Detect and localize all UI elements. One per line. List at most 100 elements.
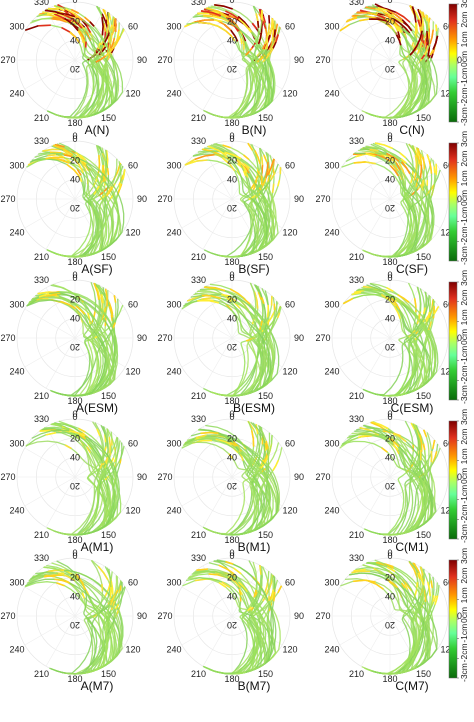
- residual-segment: [228, 14, 238, 20]
- residual-segment: [433, 166, 436, 174]
- residual-segment: [359, 18, 370, 22]
- azimuth-tick-label: 330: [34, 0, 49, 7]
- azimuth-spoke: [181, 615, 233, 646]
- elevation-inner-label: 20: [385, 64, 395, 74]
- track-line: [82, 283, 116, 397]
- track-line: [353, 568, 419, 675]
- residual-segment: [49, 14, 68, 22]
- colorbar-tick-label: 1cm: [459, 31, 469, 47]
- residual-segment: [86, 25, 92, 33]
- residual-segment: [386, 578, 398, 589]
- residual-segment: [225, 560, 234, 565]
- elevation-tick-label: 20: [385, 155, 395, 165]
- skyplot-panel: 060901201501802102402703003300204020C(SF…: [315, 131, 462, 276]
- residual-segment: [270, 172, 276, 181]
- residual-segment: [225, 30, 236, 42]
- track-line: [346, 433, 426, 536]
- colorbar-gradient: [448, 420, 458, 540]
- residual-segment: [385, 153, 394, 162]
- residual-segment: [273, 29, 276, 38]
- azimuth-tick-label: 210: [349, 669, 364, 679]
- residual-segment: [266, 23, 271, 39]
- colorbar-tick-label: 1cm: [459, 448, 469, 464]
- residual-segment: [422, 443, 426, 450]
- residual-segment: [81, 160, 90, 172]
- residual-segment: [208, 22, 227, 32]
- azimuth-spoke: [45, 337, 76, 389]
- track-line: [398, 306, 440, 393]
- residual-segment: [53, 13, 65, 20]
- residual-segment: [101, 584, 104, 592]
- azimuth-spoke: [339, 198, 391, 229]
- residual-segment: [387, 14, 404, 24]
- track-line: [254, 153, 273, 251]
- elevation-tick-label: 20: [385, 294, 395, 304]
- elevation-inner-label: 20: [227, 64, 237, 74]
- elevation-tick-label: 40: [70, 36, 80, 46]
- satellite-tracks: [182, 559, 283, 675]
- azimuth-spoke: [24, 59, 76, 90]
- azimuth-tick-label: 210: [191, 391, 206, 401]
- track-line: [391, 154, 433, 258]
- residual-segment: [108, 306, 114, 318]
- elevation-inner-label: 20: [70, 342, 80, 352]
- elevation-tick-label: 40: [70, 175, 80, 185]
- residual-segment: [237, 15, 250, 29]
- azimuth-tick-label: 240: [9, 645, 24, 655]
- residual-segment: [374, 142, 393, 150]
- elevation-inner-label: 20: [227, 203, 237, 213]
- residual-segment: [114, 603, 120, 610]
- elevation-tick-label: 40: [385, 592, 395, 602]
- residual-segment: [275, 34, 279, 43]
- azimuth-tick-label: 270: [157, 194, 172, 204]
- azimuth-tick-label: 0: [72, 270, 77, 280]
- track-line: [202, 148, 279, 251]
- residual-segment: [390, 297, 401, 310]
- track-line: [359, 426, 436, 530]
- residual-segment: [395, 11, 411, 23]
- residual-segment: [339, 23, 350, 32]
- residual-segment: [432, 306, 435, 319]
- colorbar-tick-label: -1cm: [459, 68, 469, 87]
- elevation-tick-label: 40: [70, 453, 80, 463]
- azimuth-tick-label: 300: [166, 439, 181, 449]
- track-line: [64, 8, 111, 119]
- residual-segment: [425, 41, 428, 51]
- residual-segment: [416, 30, 423, 47]
- track-line: [190, 431, 279, 532]
- residual-segment: [271, 183, 275, 194]
- azimuth-spoke: [339, 169, 391, 200]
- track-line: [26, 440, 119, 533]
- azimuth-tick-label: 210: [191, 252, 206, 262]
- track-line: [31, 429, 120, 536]
- residual-segment: [269, 47, 274, 55]
- residual-segment: [65, 8, 75, 15]
- residual-segment: [261, 156, 264, 166]
- azimuth-spoke: [202, 59, 233, 111]
- residual-segment: [413, 150, 423, 167]
- residual-segment: [421, 11, 424, 31]
- azimuth-tick-label: 60: [128, 161, 138, 171]
- residual-segment: [78, 175, 83, 183]
- azimuth-tick-label: 120: [126, 228, 141, 238]
- track-line: [362, 299, 434, 396]
- residual-segment: [119, 458, 122, 464]
- residual-segment: [78, 30, 86, 41]
- azimuth-tick-label: 0: [72, 0, 77, 2]
- track-line: [405, 423, 427, 534]
- residual-segment: [354, 289, 365, 294]
- track-line: [354, 430, 434, 533]
- residual-segment: [221, 581, 231, 588]
- colorbar-tick-label: 3cm: [459, 0, 469, 8]
- azimuth-spoke: [45, 615, 76, 667]
- azimuth-spoke: [45, 198, 76, 250]
- colorbar-tick-label: 3cm: [459, 548, 469, 564]
- azimuth-spoke: [181, 337, 233, 368]
- residual-segment: [200, 10, 222, 17]
- track-line: [196, 568, 265, 675]
- track-line: [193, 292, 275, 396]
- azimuth-tick-label: 210: [34, 391, 49, 401]
- residual-segment: [269, 18, 274, 36]
- azimuth-tick-label: 270: [315, 333, 330, 343]
- azimuth-spoke: [360, 198, 391, 250]
